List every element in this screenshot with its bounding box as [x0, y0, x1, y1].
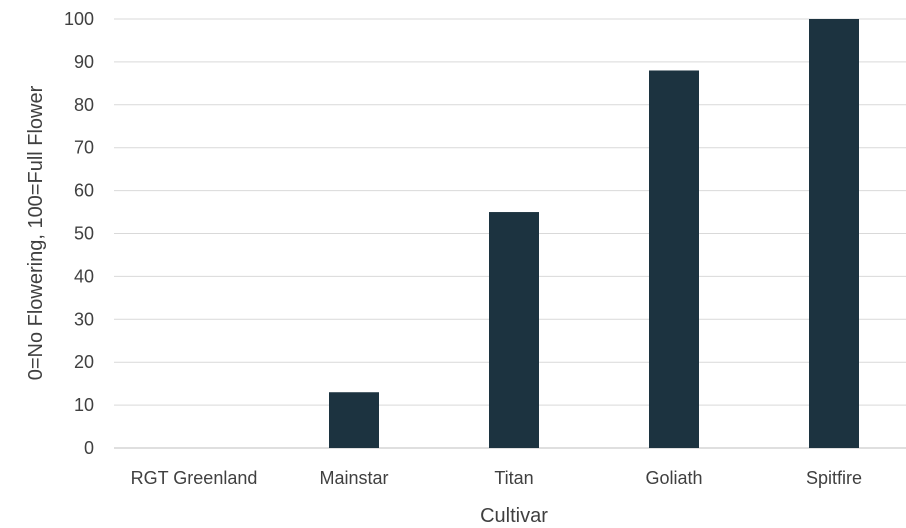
y-tick-label: 20 — [74, 352, 94, 372]
x-tick-label: Titan — [494, 468, 533, 488]
bar — [649, 70, 699, 448]
bars — [329, 19, 859, 448]
y-tick-label: 40 — [74, 266, 94, 286]
x-axis-ticks: RGT Greenland Mainstar Titan Goliath Spitfir… — [131, 468, 862, 488]
y-tick-label: 100 — [64, 9, 94, 29]
x-axis-title: Cultivar — [480, 505, 548, 527]
y-axis-ticks: 0 10 20 30 40 50 60 70 80 90 100 — [64, 9, 94, 458]
y-axis-title: 0=No Flowering, 100=Full Flower — [25, 85, 47, 380]
x-tick-label: Spitfire — [806, 468, 862, 488]
x-tick-label: RGT Greenland — [131, 468, 258, 488]
y-tick-label: 0 — [84, 438, 94, 458]
y-tick-label: 80 — [74, 95, 94, 115]
bar — [489, 212, 539, 448]
y-tick-label: 30 — [74, 309, 94, 329]
x-tick-label: Mainstar — [319, 468, 388, 488]
x-tick-label: Goliath — [645, 468, 702, 488]
y-tick-label: 90 — [74, 52, 94, 72]
y-tick-label: 50 — [74, 224, 94, 244]
bar — [809, 19, 859, 448]
y-tick-label: 70 — [74, 138, 94, 158]
y-tick-label: 60 — [74, 181, 94, 201]
bar — [329, 392, 379, 448]
y-tick-label: 10 — [74, 395, 94, 415]
